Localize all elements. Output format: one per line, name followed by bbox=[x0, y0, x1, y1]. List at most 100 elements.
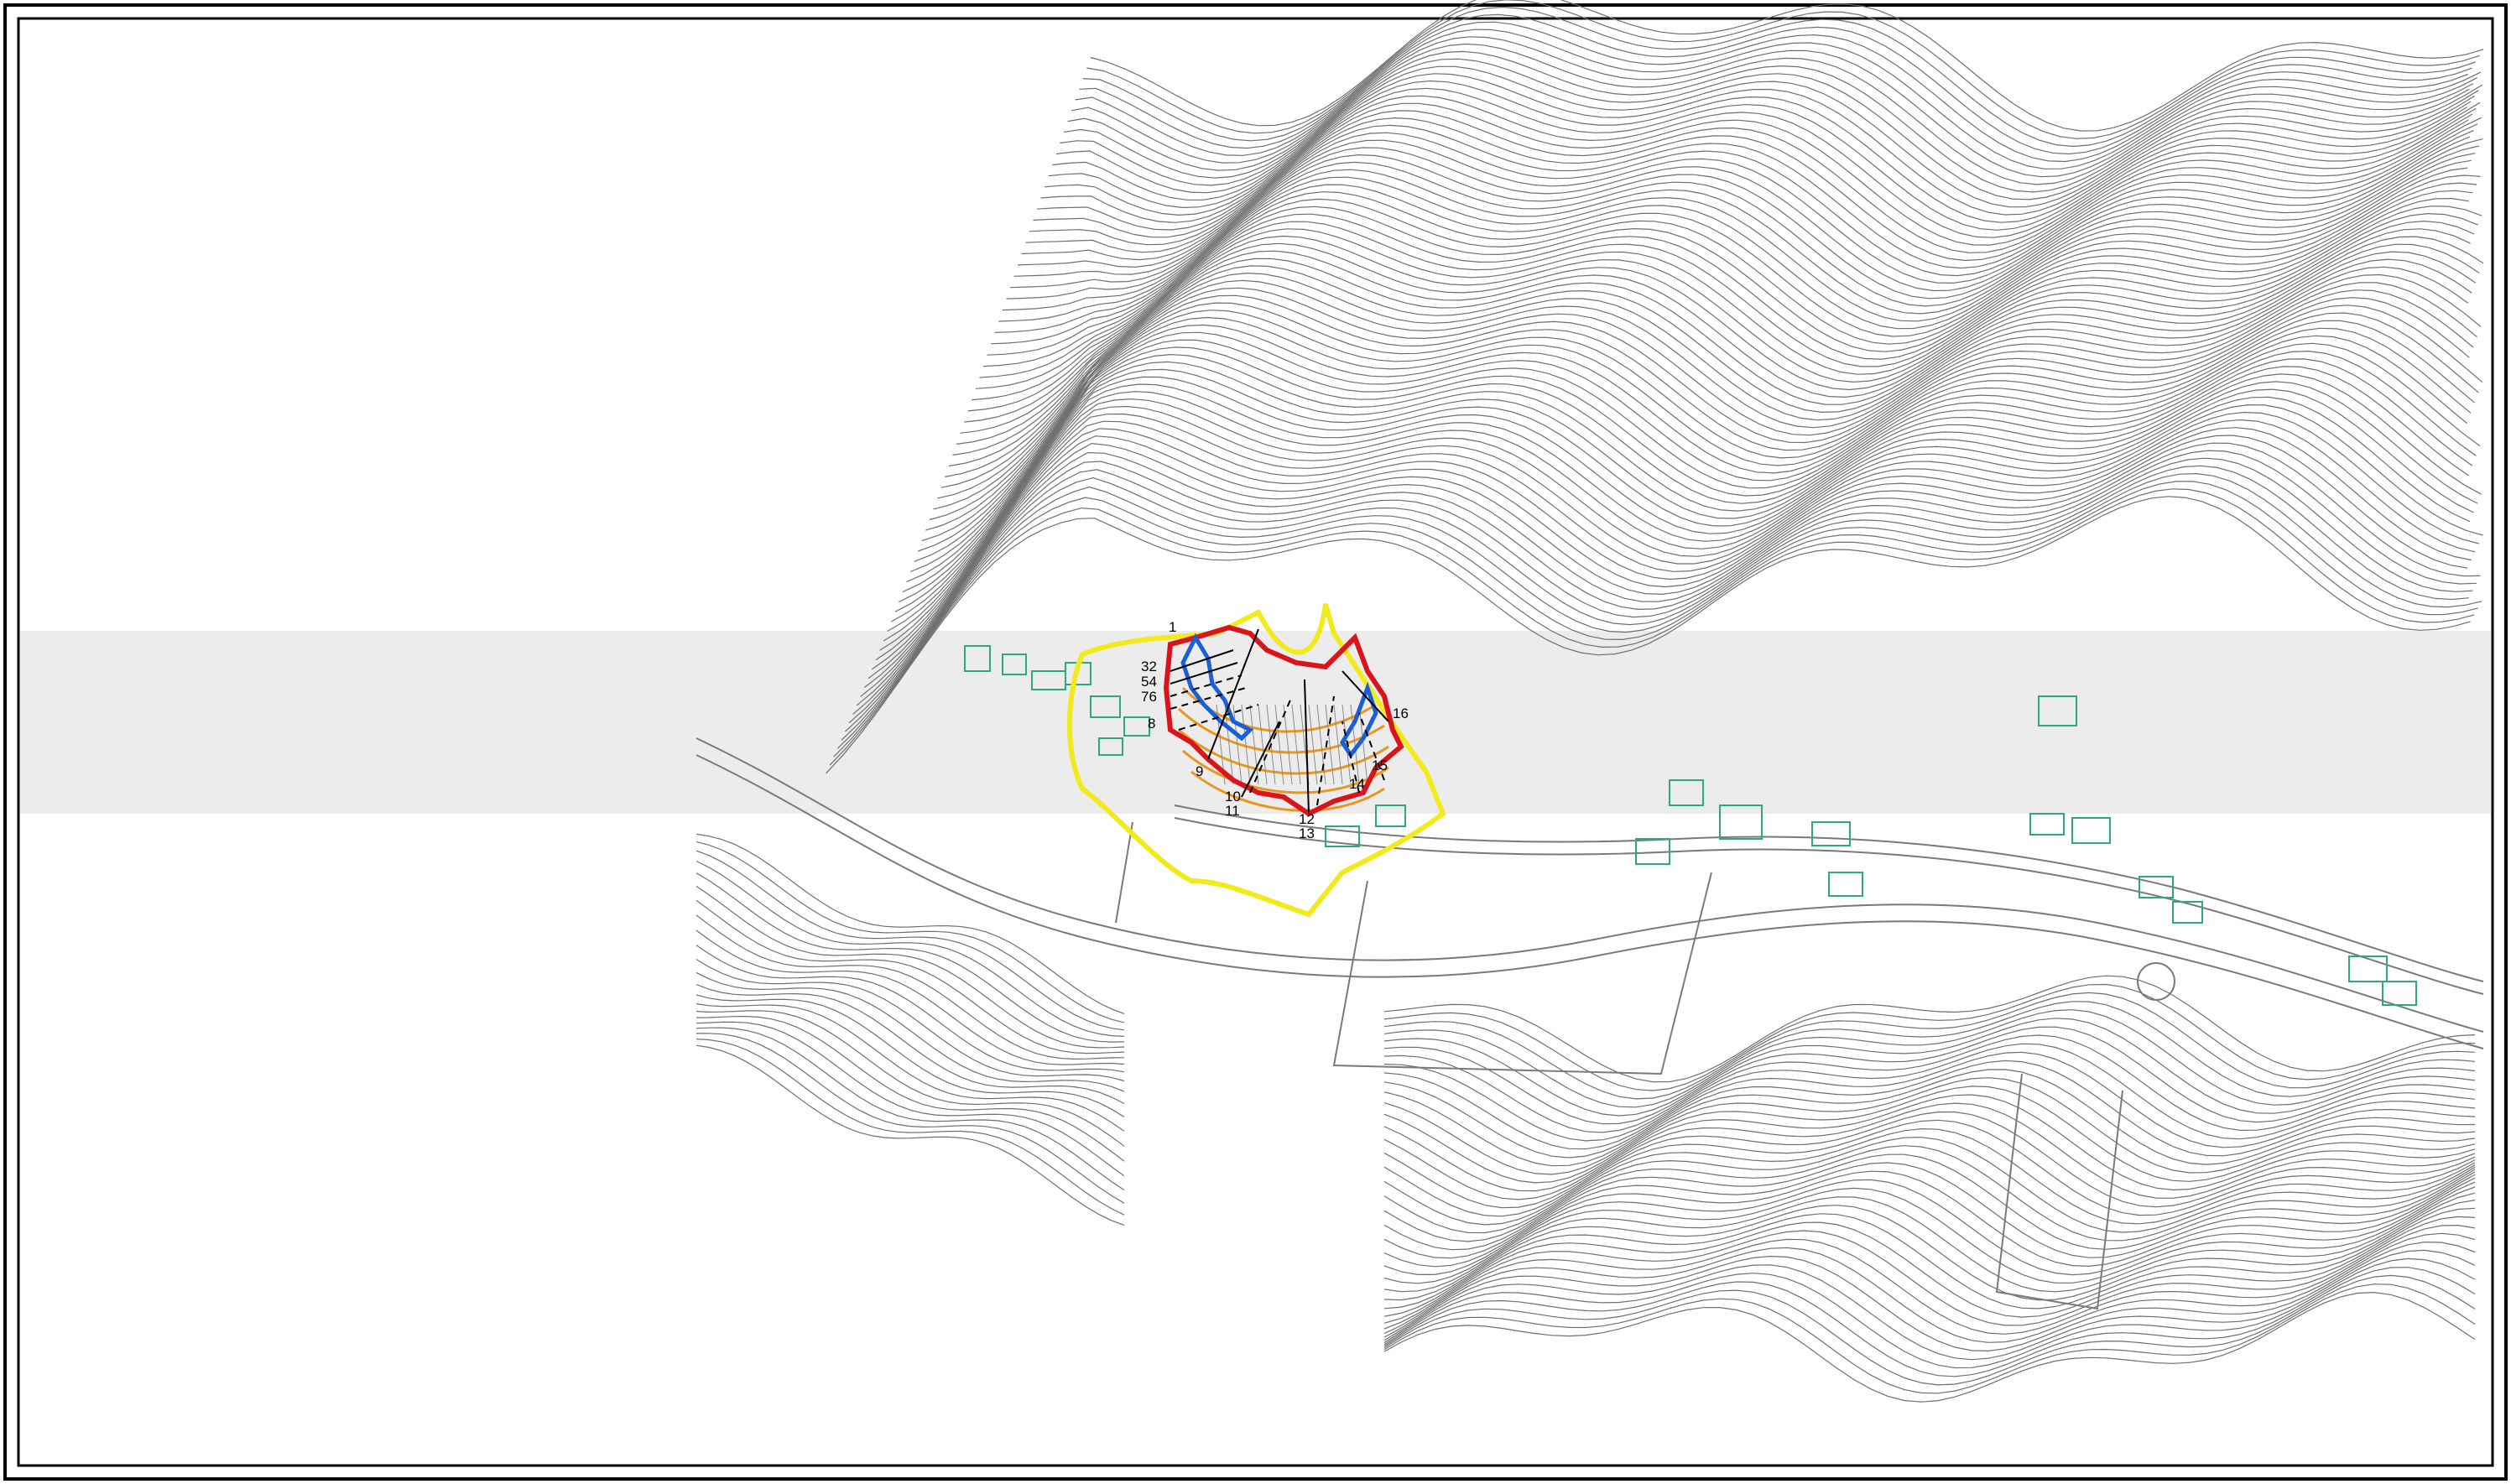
hatch-line bbox=[1283, 704, 1293, 785]
hatch-line bbox=[1325, 704, 1335, 785]
building-outline bbox=[964, 645, 991, 672]
contour-line bbox=[695, 994, 1125, 1117]
building-outline bbox=[1002, 653, 1027, 675]
contour-line bbox=[1383, 1170, 2476, 1275]
contour-line bbox=[1006, 138, 2483, 299]
section-label: 12 bbox=[1299, 811, 1315, 827]
contour-line bbox=[1045, 80, 2472, 223]
contour-line bbox=[933, 282, 2477, 510]
section-label: 10 bbox=[1225, 789, 1241, 804]
section-labels: 1 32 54 76 8 9 10 11 12 13 14 15 16 bbox=[1141, 619, 1409, 841]
contour-line bbox=[975, 197, 2469, 389]
contour-line bbox=[945, 258, 2472, 477]
section-label: 11 bbox=[1225, 803, 1240, 819]
contour-line bbox=[695, 929, 1125, 1065]
contour-line bbox=[1048, 73, 2476, 216]
road-lines bbox=[695, 737, 2484, 1310]
section-label: 15 bbox=[1372, 758, 1388, 773]
contour-line bbox=[695, 1010, 1125, 1147]
contour-line bbox=[925, 297, 2470, 531]
outer-frame bbox=[3, 3, 2508, 1481]
contour-line bbox=[1079, 13, 2472, 155]
contour-line bbox=[1086, 0, 2480, 139]
contour-line bbox=[695, 850, 1125, 1031]
contour-line bbox=[1013, 129, 2474, 284]
contour-line bbox=[1052, 65, 2479, 208]
section-label: 14 bbox=[1349, 776, 1365, 792]
inner-frame bbox=[17, 17, 2494, 1467]
contour-line bbox=[1383, 1060, 2476, 1167]
building-outline bbox=[1090, 695, 1121, 718]
contour-line bbox=[1040, 87, 2467, 231]
building-outline bbox=[1325, 825, 1360, 847]
contour-line bbox=[979, 190, 2473, 378]
building-outline bbox=[2029, 813, 2065, 836]
contour-line bbox=[956, 236, 2484, 445]
contour-line bbox=[1383, 1069, 2476, 1175]
contour-line bbox=[879, 388, 2474, 651]
contour-line bbox=[967, 212, 2478, 412]
hatch-line bbox=[1333, 704, 1343, 785]
hatch-line bbox=[1358, 704, 1368, 785]
contour-line bbox=[844, 457, 2473, 732]
contour-line bbox=[1055, 58, 2483, 200]
highlight-band bbox=[20, 631, 2491, 814]
contour-line bbox=[695, 833, 1125, 1014]
contour-line bbox=[1383, 1043, 2476, 1150]
contour-line bbox=[1383, 1274, 2476, 1386]
hatch-line bbox=[1232, 704, 1242, 785]
contour-line bbox=[695, 1044, 1125, 1226]
contour-line bbox=[1075, 21, 2468, 163]
contour-line bbox=[982, 182, 2477, 367]
contour-line bbox=[1383, 1249, 2476, 1361]
contour-line bbox=[695, 1021, 1125, 1177]
contour-line bbox=[894, 358, 2473, 612]
contour-line bbox=[1067, 36, 2477, 178]
hatch-line bbox=[1316, 704, 1326, 785]
contour-line bbox=[863, 419, 2476, 688]
section-label: 16 bbox=[1393, 706, 1409, 721]
section-line bbox=[1178, 704, 1259, 731]
contour-line bbox=[899, 350, 2477, 603]
blue-zone-left bbox=[1180, 633, 1254, 742]
contour-line bbox=[1090, 0, 2484, 132]
contour-line bbox=[940, 266, 2469, 488]
contour-line bbox=[695, 872, 1125, 1043]
contour-line bbox=[829, 488, 2475, 766]
contour-line bbox=[695, 914, 1125, 1060]
contour-line bbox=[695, 1039, 1125, 1216]
contour-line bbox=[960, 228, 2471, 434]
section-line bbox=[1304, 679, 1310, 815]
contour-line bbox=[1383, 1077, 2476, 1184]
building-outline bbox=[1375, 804, 1406, 827]
contour-line bbox=[1383, 1200, 2476, 1317]
hatch-line bbox=[1274, 704, 1284, 785]
contour-line bbox=[1383, 983, 2475, 1091]
section-lines bbox=[1170, 628, 1389, 815]
contour-line bbox=[998, 153, 2476, 322]
contour-line bbox=[1383, 1127, 2476, 1234]
contour-line bbox=[1383, 1111, 2476, 1217]
orange-contour bbox=[1177, 707, 1385, 754]
hatch-line bbox=[1224, 704, 1234, 785]
contour-line bbox=[836, 472, 2482, 749]
hatch-line bbox=[1258, 704, 1268, 785]
contour-line bbox=[921, 305, 2483, 542]
contour-line bbox=[1383, 1267, 2476, 1377]
section-line bbox=[1170, 662, 1238, 685]
orange-contour bbox=[1190, 770, 1385, 812]
contour-line bbox=[1383, 1102, 2476, 1209]
contour-line bbox=[1009, 136, 2471, 292]
contour-lines bbox=[695, 0, 2484, 1403]
hatch-line bbox=[1249, 704, 1259, 785]
contour-line bbox=[1383, 1291, 2476, 1403]
section-label: 1 bbox=[1169, 619, 1176, 635]
contour-line bbox=[695, 860, 1125, 1037]
contour-line bbox=[1060, 50, 2470, 193]
contour-line bbox=[1383, 1001, 2476, 1108]
contour-line bbox=[1383, 1192, 2476, 1310]
section-line bbox=[1207, 628, 1259, 760]
contour-line bbox=[852, 442, 2481, 715]
contour-line bbox=[964, 220, 2475, 423]
